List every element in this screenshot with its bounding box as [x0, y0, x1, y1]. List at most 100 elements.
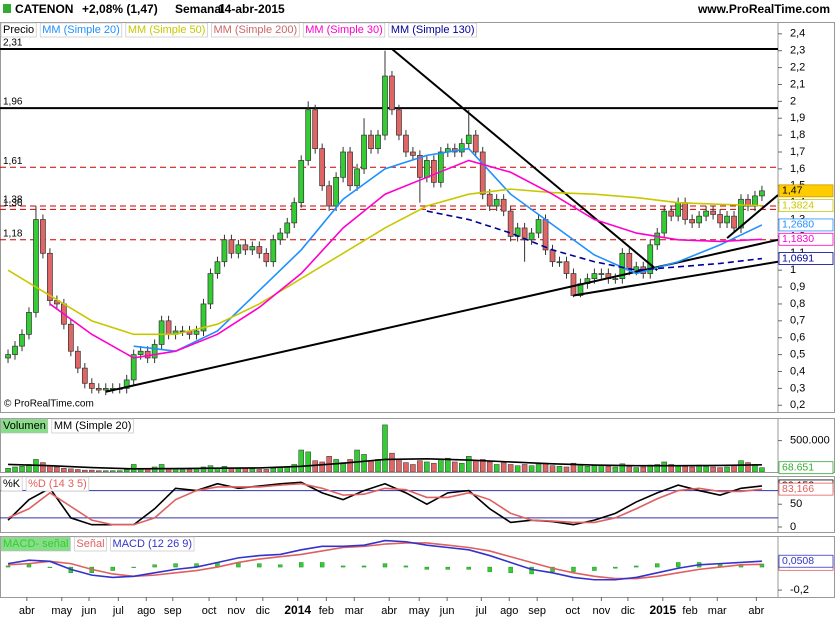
candle-body — [549, 249, 556, 263]
value-tag-box — [778, 482, 834, 496]
volume-bar — [116, 470, 123, 472]
candle-body — [633, 266, 640, 271]
y-tick-label: 50 — [790, 498, 802, 510]
y-tick-label: 0,8 — [790, 298, 805, 310]
x-tick-label: may — [51, 605, 72, 617]
volume-bar — [305, 451, 311, 472]
y-tick-label: 1,7 — [790, 146, 805, 158]
legend-entry: MM (Simple 30) — [305, 24, 383, 36]
candle-body — [717, 214, 723, 224]
plot-area — [0, 48, 778, 396]
histogram-bar — [487, 566, 492, 572]
candle-body — [26, 312, 32, 335]
x-tick-label: nov — [593, 605, 611, 617]
candle-body — [144, 350, 151, 359]
candle-body — [396, 109, 402, 136]
volume-bar — [563, 466, 570, 472]
value-tag-box — [778, 184, 834, 198]
histogram-bar — [47, 566, 53, 568]
histogram-bar — [424, 566, 430, 570]
candle-body — [284, 222, 291, 234]
trendline — [573, 260, 778, 297]
volume-bar — [549, 465, 556, 472]
level-label: 1,38 — [3, 195, 23, 206]
volume-bar — [612, 466, 619, 472]
series-line — [7, 539, 762, 581]
candle-body — [158, 320, 165, 345]
value-tag-box — [778, 218, 834, 232]
candle-body — [263, 252, 270, 263]
volume-bar — [626, 466, 633, 472]
volume-bar — [235, 468, 242, 472]
legend-box — [74, 536, 107, 552]
legend-box — [211, 22, 300, 38]
legend-entry: MM (Simple 200) — [213, 24, 297, 36]
candle-body — [472, 134, 479, 153]
candle-body — [193, 330, 200, 335]
volume-bar — [521, 464, 528, 472]
volume-bar — [270, 467, 277, 472]
volume-bar — [479, 459, 486, 472]
legend-entry: Precio — [3, 24, 34, 36]
legend-entry: Señal — [76, 538, 104, 550]
x-tick-label: oct — [565, 605, 580, 617]
volume-bar — [19, 466, 25, 472]
candle-body — [340, 151, 346, 178]
volume-bar — [5, 467, 11, 472]
histogram-bar — [299, 562, 304, 568]
change: +2,08% (1,47) — [82, 2, 158, 16]
candle-body — [724, 215, 730, 224]
candle-body — [305, 109, 312, 161]
volume-bar — [333, 459, 339, 472]
candle-body — [228, 239, 235, 254]
histogram-bar — [131, 566, 136, 568]
candle-body — [33, 219, 39, 313]
volume-bar — [200, 466, 207, 472]
volume-bar — [591, 465, 598, 472]
level-label: 1,96 — [3, 97, 23, 108]
candle-body — [500, 198, 507, 212]
volume-bar — [661, 461, 667, 472]
histogram-bar — [592, 566, 597, 571]
candle-body — [242, 244, 249, 251]
legend-box — [302, 22, 386, 38]
candle-body — [5, 354, 11, 359]
value-tag-box — [778, 554, 834, 568]
volume-bar — [486, 461, 493, 472]
candle-body — [682, 202, 689, 220]
volume-bar — [445, 457, 451, 472]
candle-body — [507, 210, 514, 237]
legend-box — [0, 536, 71, 552]
candle-body — [745, 198, 751, 207]
x-tick-label: nov — [227, 605, 245, 617]
histogram-bar — [466, 566, 471, 570]
x-tick-label: may — [409, 605, 430, 617]
candle-body — [689, 219, 695, 224]
candle-body — [437, 151, 444, 183]
candle-body — [668, 210, 675, 217]
volume-bar — [759, 467, 765, 472]
value-tag: 1,0691 — [782, 252, 814, 264]
y-tick-label: 1,8 — [790, 129, 805, 141]
volume-bar — [179, 469, 186, 472]
volume-bar — [570, 462, 577, 472]
candle-body — [431, 160, 437, 183]
legend-entry: %D (14 3 5) — [28, 478, 87, 490]
candle-body — [102, 388, 109, 391]
x-tick-label: sep — [164, 605, 182, 617]
legend-box — [388, 22, 477, 38]
volume-bar — [221, 466, 228, 472]
x-tick-label: jul — [112, 605, 124, 617]
period: Semanal — [175, 2, 224, 16]
volume-bar — [493, 464, 500, 472]
volume-bar — [298, 449, 304, 472]
candle-body — [221, 239, 228, 263]
volume-bar — [514, 465, 521, 472]
x-tick-label: oct — [202, 605, 217, 617]
candle-body — [556, 261, 563, 264]
plot-area — [5, 424, 765, 472]
volume-bar — [396, 459, 402, 472]
x-tick-label: ago — [500, 605, 518, 617]
